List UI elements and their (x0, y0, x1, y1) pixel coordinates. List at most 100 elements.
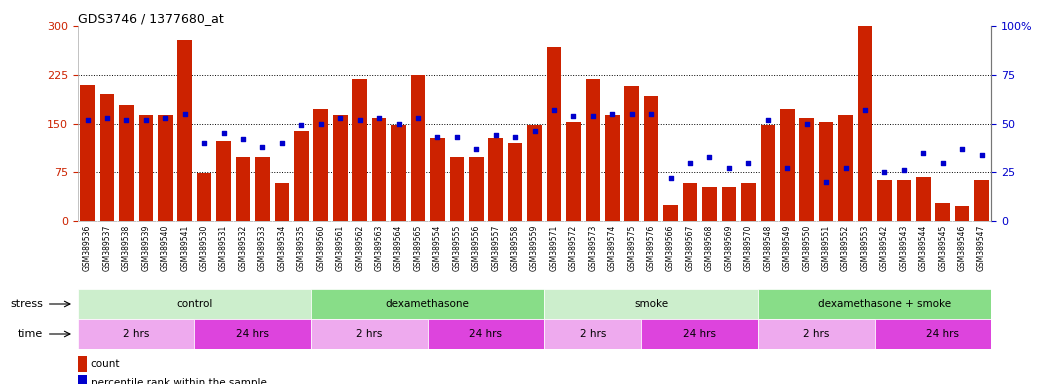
Text: GSM389574: GSM389574 (608, 224, 617, 271)
Text: GSM389540: GSM389540 (161, 224, 170, 271)
Text: GSM389571: GSM389571 (549, 224, 558, 271)
Point (565, 113, 581, 119)
Bar (857, 1, 872, 221)
Bar (839, 115, 853, 221)
Text: GSM389549: GSM389549 (783, 224, 792, 271)
Text: GSM389572: GSM389572 (569, 224, 578, 271)
Text: percentile rank within the sample: percentile rank within the sample (91, 378, 267, 384)
Bar (80, 84, 94, 221)
Text: time: time (18, 329, 43, 339)
Point (176, 111, 193, 117)
Text: 2 hrs: 2 hrs (579, 329, 606, 339)
Point (488, 132, 504, 138)
Text: GSM389576: GSM389576 (647, 224, 656, 271)
Text: 2 hrs: 2 hrs (356, 329, 383, 339)
Bar (625, 86, 639, 221)
Point (448, 134, 465, 140)
Point (546, 107, 563, 113)
Text: GSM389533: GSM389533 (258, 224, 267, 271)
Bar (236, 157, 250, 221)
Text: dexamethasone: dexamethasone (386, 299, 469, 309)
Point (954, 146, 971, 152)
Text: GDS3746 / 1377680_at: GDS3746 / 1377680_at (78, 12, 223, 25)
Bar (333, 115, 348, 221)
Text: GSM389553: GSM389553 (861, 224, 870, 271)
Text: GSM389560: GSM389560 (317, 224, 325, 271)
Point (332, 114, 349, 121)
Bar (758, 319, 875, 349)
Bar (799, 118, 814, 221)
Bar (758, 289, 1011, 319)
Point (526, 128, 543, 134)
Text: GSM389532: GSM389532 (239, 224, 247, 271)
Bar (78, 319, 194, 349)
Bar (197, 173, 212, 221)
Point (856, 107, 873, 113)
Point (818, 179, 835, 185)
Bar (469, 157, 484, 221)
Text: 24 hrs: 24 hrs (926, 329, 959, 339)
Bar (139, 115, 154, 221)
Text: GSM389568: GSM389568 (705, 224, 714, 271)
Point (468, 146, 485, 152)
Text: GSM389555: GSM389555 (453, 224, 461, 271)
Point (118, 116, 135, 122)
Point (838, 165, 854, 171)
Text: GSM389530: GSM389530 (199, 224, 209, 271)
Point (798, 121, 815, 127)
Bar (216, 141, 230, 221)
Bar (527, 125, 542, 221)
Text: GSM389531: GSM389531 (219, 224, 228, 271)
Point (215, 130, 231, 136)
Bar (100, 94, 114, 221)
Point (196, 140, 213, 146)
Text: count: count (91, 359, 120, 369)
Bar (311, 289, 544, 319)
Bar (391, 125, 406, 221)
Point (974, 152, 990, 158)
Text: GSM389535: GSM389535 (297, 224, 306, 271)
Point (662, 175, 679, 181)
Text: dexamethasone + smoke: dexamethasone + smoke (818, 299, 951, 309)
Point (778, 165, 795, 171)
Point (760, 116, 776, 122)
Text: GSM389546: GSM389546 (958, 224, 966, 271)
Bar (663, 205, 678, 221)
Point (351, 116, 367, 122)
Text: GSM389550: GSM389550 (802, 224, 811, 271)
Point (429, 134, 445, 140)
Bar (78, 356, 87, 372)
Point (720, 165, 737, 171)
Point (702, 154, 718, 160)
Bar (78, 375, 87, 384)
Text: GSM389556: GSM389556 (471, 224, 481, 271)
Bar (761, 125, 775, 221)
Point (604, 111, 621, 117)
Text: smoke: smoke (634, 299, 668, 309)
Point (896, 167, 912, 173)
Bar (508, 143, 522, 221)
Bar (311, 319, 428, 349)
Bar (411, 75, 426, 221)
Text: GSM389561: GSM389561 (335, 224, 345, 271)
Text: GSM389538: GSM389538 (121, 224, 131, 271)
Text: GSM389552: GSM389552 (841, 224, 850, 271)
Text: GSM389570: GSM389570 (744, 224, 753, 271)
Text: GSM389567: GSM389567 (685, 224, 694, 271)
Bar (819, 122, 834, 221)
Bar (975, 180, 989, 221)
Text: GSM389547: GSM389547 (977, 224, 986, 271)
Point (584, 113, 601, 119)
Point (312, 121, 329, 127)
Bar (916, 177, 930, 221)
Text: GSM389554: GSM389554 (433, 224, 442, 271)
Bar (780, 109, 794, 221)
Text: GSM389559: GSM389559 (530, 224, 539, 271)
Bar (741, 183, 756, 221)
Bar (875, 319, 1011, 349)
Point (99, 114, 115, 121)
Text: GSM389569: GSM389569 (725, 224, 734, 271)
Point (410, 114, 427, 121)
Bar (449, 157, 464, 221)
Bar (119, 105, 134, 221)
